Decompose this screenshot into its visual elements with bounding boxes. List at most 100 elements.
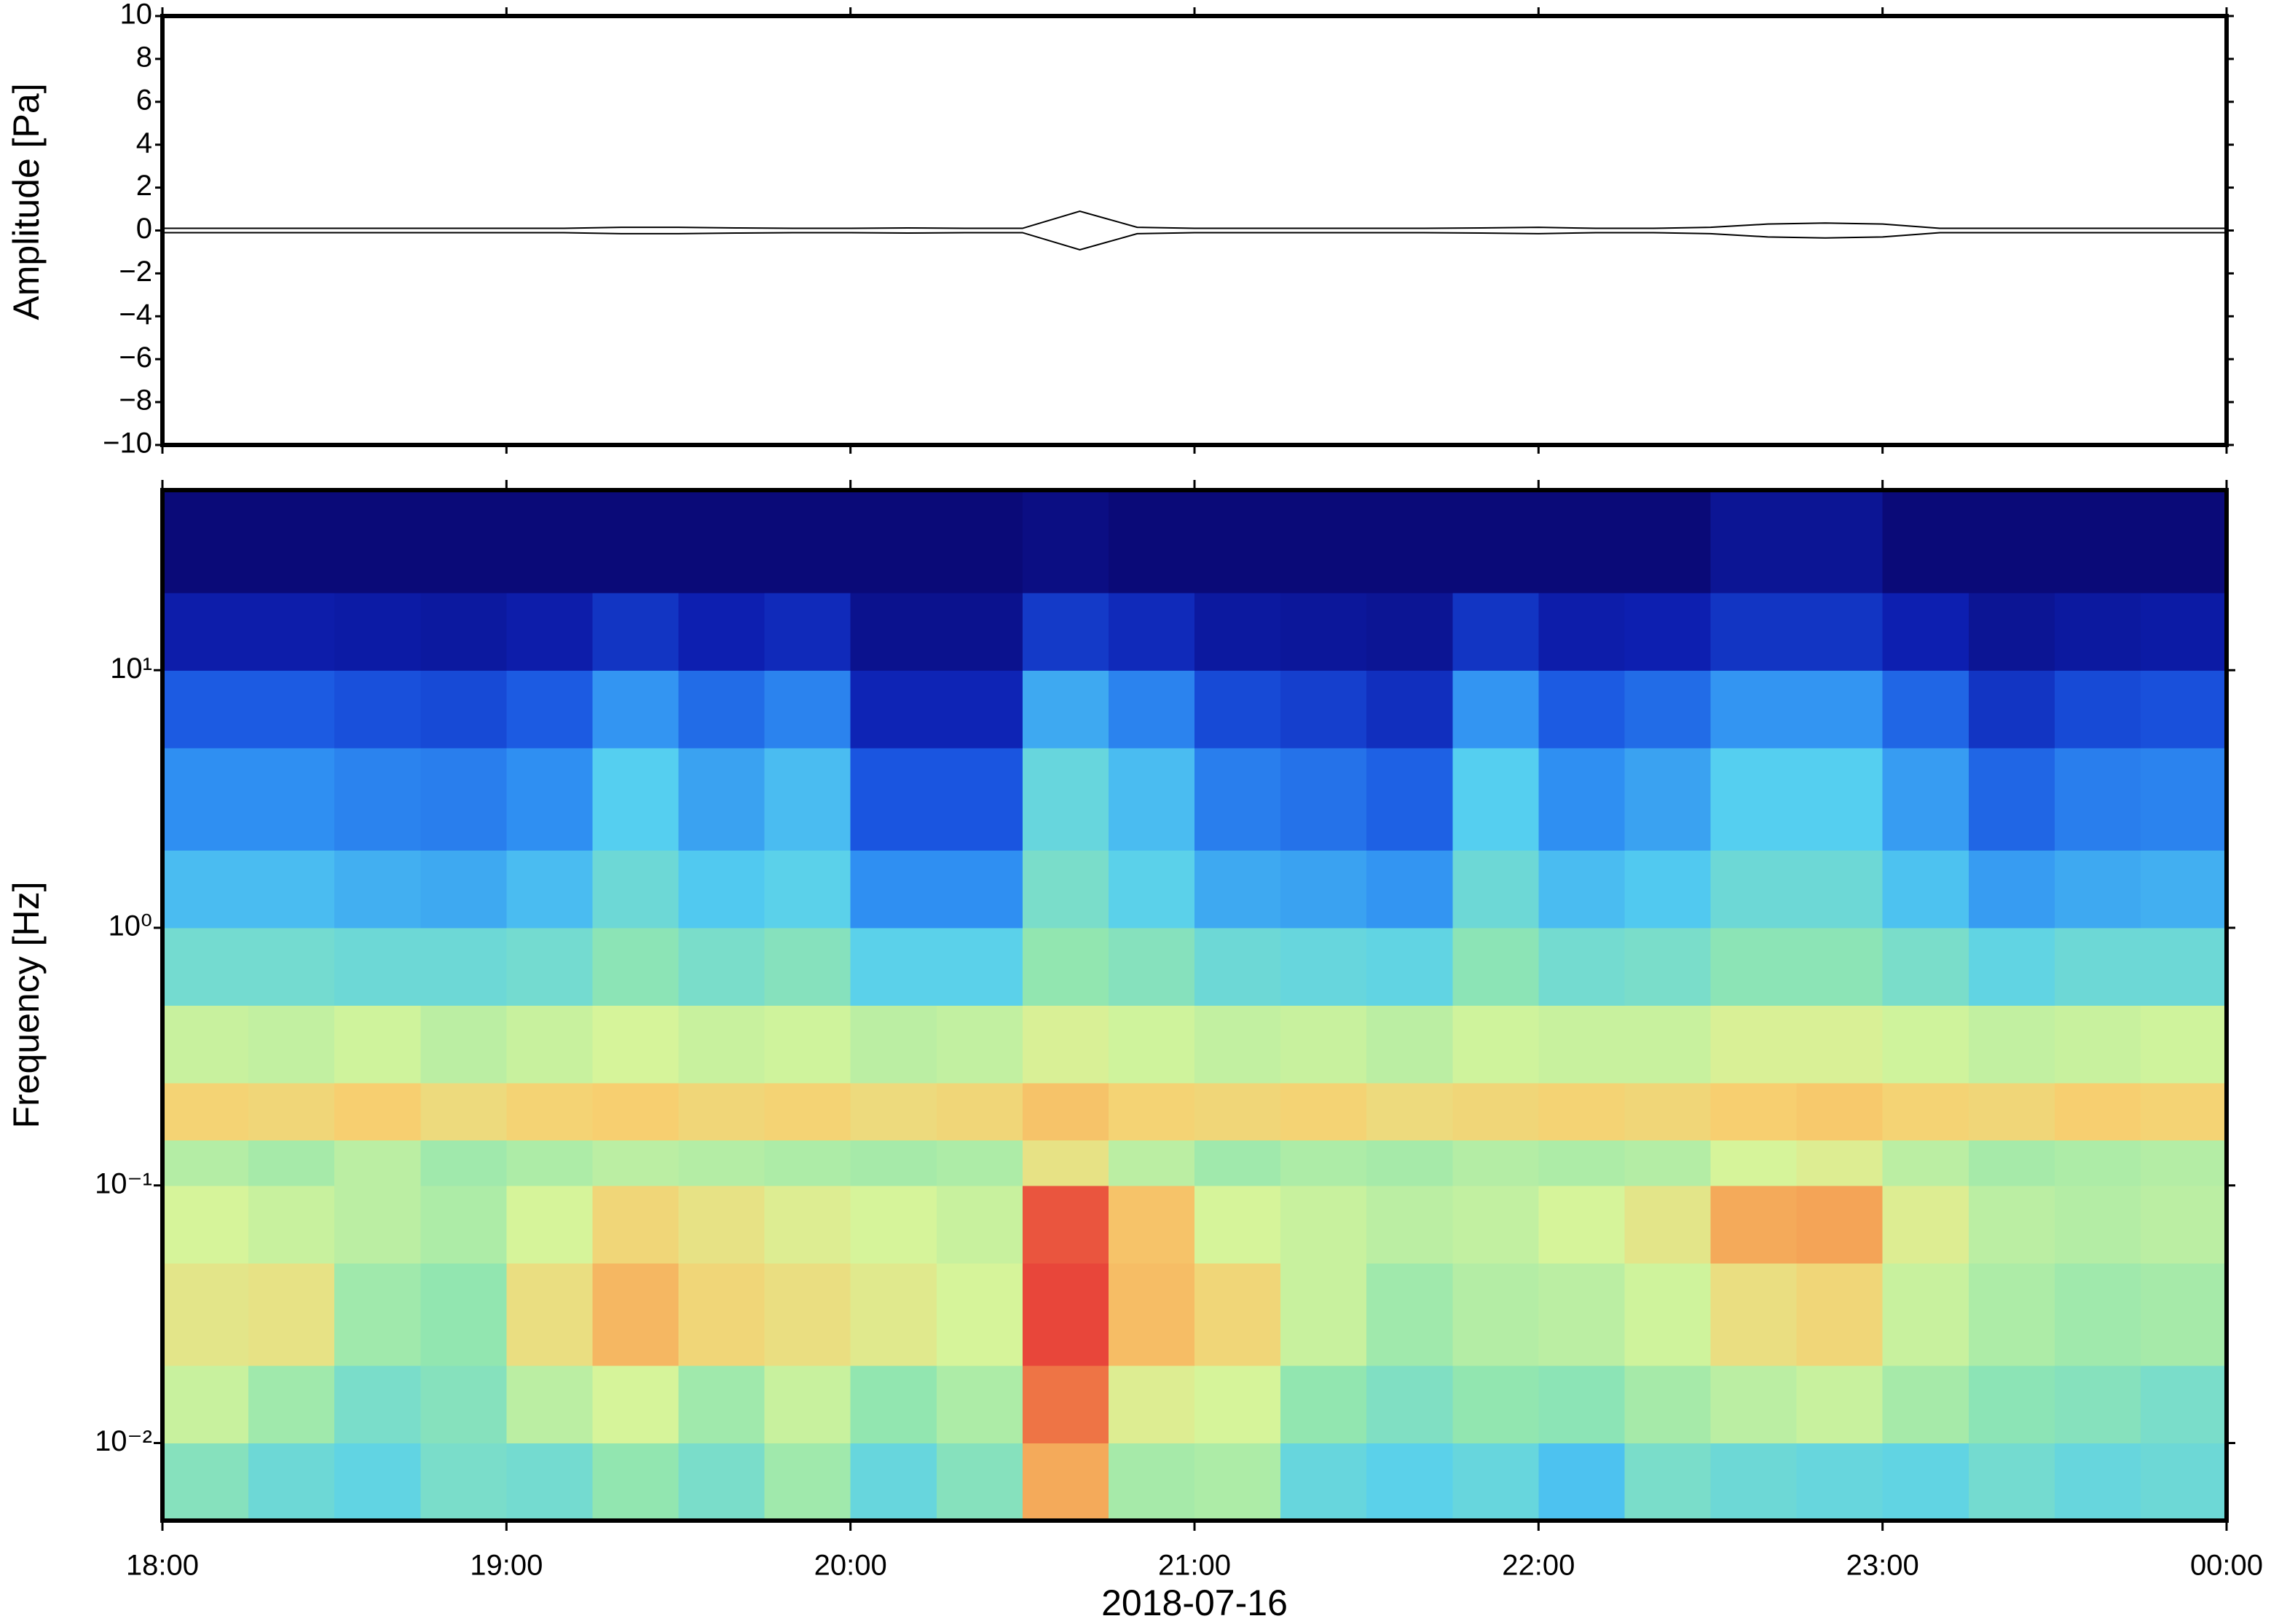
spectrogram-cell bbox=[764, 1263, 851, 1366]
spectrogram-cell bbox=[1710, 1082, 1798, 1140]
spectrogram-cell bbox=[678, 1082, 765, 1140]
y-tick-label: 10 bbox=[120, 0, 153, 31]
spectrogram-cell bbox=[1624, 747, 1711, 851]
spectrogram-cell bbox=[1194, 1082, 1281, 1140]
spectrogram-cell bbox=[2140, 592, 2227, 671]
spectrogram-cell bbox=[420, 850, 507, 929]
spectrogram-cell bbox=[1538, 1082, 1625, 1140]
spectrogram-cell bbox=[1624, 1443, 1711, 1521]
spectrogram-cell bbox=[1022, 1140, 1109, 1186]
spectrogram-cell bbox=[1366, 1140, 1453, 1186]
spectrogram-cell bbox=[764, 747, 851, 851]
spectrogram-cell bbox=[1452, 1443, 1539, 1521]
spectrogram-cell bbox=[678, 1185, 765, 1264]
x-tick-label: 19:00 bbox=[470, 1550, 543, 1582]
spectrogram-cell bbox=[1710, 1140, 1798, 1186]
x-tick-label: 00:00 bbox=[2190, 1550, 2263, 1582]
x-axis-title: 2018-07-16 bbox=[1101, 1582, 1288, 1623]
spectrogram-cell bbox=[764, 592, 851, 671]
spectrogram-cell bbox=[420, 1365, 507, 1444]
y-tick-label: 4 bbox=[136, 127, 152, 159]
spectrogram-cell bbox=[420, 747, 507, 851]
spectrogram-cell bbox=[1452, 1365, 1539, 1444]
spectrogram-cell bbox=[1710, 1005, 1798, 1084]
spectrogram-cell bbox=[1108, 1185, 1195, 1264]
spectrogram-cell bbox=[248, 928, 335, 1006]
spectrogram-cell bbox=[334, 1140, 421, 1186]
spectrogram-cell bbox=[1624, 850, 1711, 929]
spectrogram-cell bbox=[1796, 1443, 1884, 1521]
spectrogram-cell bbox=[1624, 1185, 1711, 1264]
spectrogram-cell bbox=[1968, 1443, 2055, 1521]
spectrogram-cell bbox=[1366, 928, 1453, 1006]
spectrogram-cell bbox=[678, 1443, 765, 1521]
spectrogram-cell bbox=[936, 1365, 1023, 1444]
spectrogram-cell bbox=[506, 1365, 593, 1444]
spectrogram-cell bbox=[248, 747, 335, 851]
spectrogram-cell bbox=[936, 1443, 1023, 1521]
spectrogram-cell bbox=[1882, 592, 1969, 671]
spectrogram-cell bbox=[1022, 928, 1109, 1006]
y-tick-label: 0 bbox=[136, 213, 152, 245]
spectrogram-cell bbox=[592, 490, 679, 594]
waveform-upper-envelope bbox=[162, 210, 2227, 229]
spectrogram-cell bbox=[764, 1082, 851, 1140]
spectrogram-cell bbox=[592, 1185, 679, 1264]
spectrogram-cell bbox=[592, 670, 679, 749]
spectrogram-cell bbox=[1280, 1365, 1367, 1444]
spectrogram-cell bbox=[1968, 1365, 2055, 1444]
spectrogram-cell bbox=[1710, 1365, 1798, 1444]
spectrogram-cell bbox=[1280, 1443, 1367, 1521]
spectrogram-cell bbox=[1022, 1263, 1109, 1366]
spectrogram-cell bbox=[1882, 1443, 1969, 1521]
spectrogram-cell bbox=[2140, 928, 2227, 1006]
spectrogram-cell bbox=[1882, 747, 1969, 851]
spectrogram-cell bbox=[850, 490, 937, 594]
spectrogram-cell bbox=[248, 1365, 335, 1444]
spectrogram-cell bbox=[2054, 1443, 2141, 1521]
spectrogram-cell bbox=[1022, 1185, 1109, 1264]
spectrogram-cell bbox=[678, 490, 765, 594]
spectrogram-cell bbox=[1194, 490, 1281, 594]
spectrogram-cell bbox=[764, 928, 851, 1006]
spectrogram-cell bbox=[162, 1140, 249, 1186]
spectrogram-cell bbox=[2054, 670, 2141, 749]
spectrogram-cell bbox=[1710, 747, 1798, 851]
spectrogram-cell bbox=[1710, 592, 1798, 671]
spectrogram-cell bbox=[1452, 747, 1539, 851]
spectrogram-cell bbox=[506, 1082, 593, 1140]
spectrogram-cell bbox=[1194, 928, 1281, 1006]
spectrogram-cell bbox=[1796, 850, 1884, 929]
spectrogram-cell bbox=[850, 670, 937, 749]
spectrogram-cell bbox=[592, 1140, 679, 1186]
spectrogram-cell bbox=[1366, 1185, 1453, 1264]
spectrogram-cell bbox=[162, 1005, 249, 1084]
spectrogram-cell bbox=[248, 850, 335, 929]
spectrogram-cell bbox=[506, 490, 593, 594]
spectrogram-cell bbox=[1194, 1140, 1281, 1186]
spectrogram-cell bbox=[1968, 592, 2055, 671]
spectrogram-cell bbox=[678, 928, 765, 1006]
spectrogram-cell bbox=[2140, 670, 2227, 749]
spectrogram-cell bbox=[1280, 592, 1367, 671]
y-tick-label: −10 bbox=[103, 427, 152, 460]
spectrogram-cell bbox=[1366, 592, 1453, 671]
spectrogram-cell bbox=[1022, 1443, 1109, 1521]
spectrogram-cell bbox=[1624, 1005, 1711, 1084]
spectrogram-cell bbox=[1538, 928, 1625, 1006]
spectrogram-cell bbox=[1194, 670, 1281, 749]
y-tick-label: 8 bbox=[136, 41, 152, 73]
spectrogram-cell bbox=[1022, 490, 1109, 594]
spectrogram-cell bbox=[420, 490, 507, 594]
spectrogram-cell bbox=[1796, 1082, 1884, 1140]
spectrogram-cell bbox=[592, 850, 679, 929]
spectrogram-cell bbox=[420, 1140, 507, 1186]
x-tick-label: 18:00 bbox=[126, 1550, 199, 1582]
spectrogram-cell bbox=[420, 592, 507, 671]
spectrogram-cell bbox=[1538, 1263, 1625, 1366]
spectrogram-cell bbox=[850, 1005, 937, 1084]
spectrogram-cell bbox=[1538, 1140, 1625, 1186]
spectrogram-cell bbox=[764, 670, 851, 749]
spectrogram-cell bbox=[678, 1140, 765, 1186]
spectrogram-cell bbox=[2140, 1263, 2227, 1366]
